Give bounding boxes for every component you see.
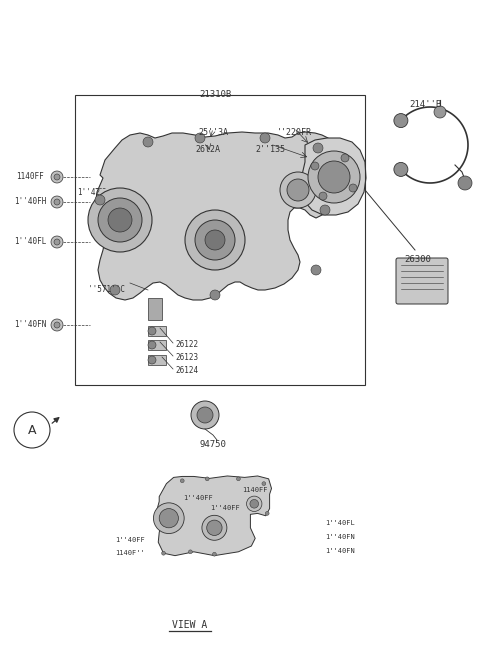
Circle shape (143, 137, 153, 147)
Circle shape (54, 174, 60, 180)
Text: 1''40FF: 1''40FF (183, 495, 213, 501)
Circle shape (108, 208, 132, 232)
Circle shape (250, 499, 259, 508)
Text: 1140FF: 1140FF (16, 172, 44, 181)
Circle shape (202, 515, 227, 540)
Circle shape (287, 179, 309, 201)
Circle shape (154, 503, 184, 533)
Circle shape (197, 407, 213, 423)
Circle shape (51, 236, 63, 248)
Circle shape (394, 114, 408, 127)
Text: 1''40FH: 1''40FH (14, 197, 46, 206)
Bar (148, 355, 166, 365)
Circle shape (110, 285, 120, 295)
Circle shape (247, 496, 262, 512)
Circle shape (205, 477, 209, 481)
Circle shape (311, 265, 321, 275)
Text: 1''40FL: 1''40FL (14, 237, 46, 246)
Circle shape (434, 106, 446, 118)
Circle shape (162, 551, 166, 555)
Circle shape (280, 172, 316, 208)
Circle shape (148, 341, 156, 349)
Circle shape (185, 210, 245, 270)
Circle shape (54, 199, 60, 205)
Text: 1''42: 1''42 (77, 188, 101, 197)
Text: 26122: 26122 (175, 340, 198, 349)
Bar (148, 340, 166, 350)
Circle shape (88, 188, 152, 252)
Text: 26123: 26123 (175, 353, 198, 362)
Circle shape (311, 162, 319, 170)
Text: 1''40FL: 1''40FL (325, 520, 355, 526)
Text: 1140FF: 1140FF (242, 487, 268, 493)
Polygon shape (157, 476, 272, 556)
Text: 21310B: 21310B (199, 90, 231, 99)
Text: 1''40FN: 1''40FN (14, 320, 46, 329)
Circle shape (207, 520, 222, 535)
Text: A: A (28, 424, 36, 436)
Circle shape (95, 195, 105, 205)
Circle shape (260, 133, 270, 143)
Text: ''571''C: ''571''C (88, 285, 125, 294)
Circle shape (195, 133, 205, 143)
Circle shape (51, 319, 63, 331)
Circle shape (180, 479, 184, 483)
Circle shape (265, 512, 269, 515)
FancyBboxPatch shape (396, 258, 448, 304)
Text: 1''40FN: 1''40FN (325, 534, 355, 540)
Text: 214''B: 214''B (409, 100, 441, 109)
Text: 1''40FN: 1''40FN (325, 548, 355, 554)
Circle shape (237, 477, 240, 481)
Circle shape (318, 161, 350, 193)
Circle shape (54, 239, 60, 245)
Bar (75, 95, 365, 385)
Polygon shape (96, 132, 334, 300)
Text: 26300: 26300 (405, 255, 432, 264)
Text: 26l2A: 26l2A (195, 145, 220, 154)
Circle shape (98, 198, 142, 242)
Text: 1140F'': 1140F'' (115, 550, 145, 556)
Circle shape (341, 154, 349, 162)
Text: 94750: 94750 (200, 440, 227, 449)
Text: 25''3A: 25''3A (198, 128, 228, 137)
Circle shape (191, 401, 219, 429)
Circle shape (54, 322, 60, 328)
Circle shape (189, 550, 192, 554)
Text: 1''40FF: 1''40FF (115, 537, 145, 543)
Circle shape (319, 192, 327, 200)
Circle shape (195, 220, 235, 260)
Circle shape (313, 143, 323, 153)
Text: ''220FR: ''220FR (276, 128, 312, 137)
Circle shape (51, 196, 63, 208)
Circle shape (51, 171, 63, 183)
Circle shape (213, 553, 216, 556)
Bar (148, 326, 166, 336)
Circle shape (394, 162, 408, 177)
Circle shape (210, 290, 220, 300)
Circle shape (159, 509, 179, 528)
Text: 1''40FF: 1''40FF (210, 505, 240, 511)
Bar (148, 298, 162, 320)
Circle shape (205, 230, 225, 250)
Text: 2''135: 2''135 (255, 145, 285, 154)
Text: VIEW A: VIEW A (172, 620, 208, 630)
Circle shape (349, 184, 357, 192)
Circle shape (320, 205, 330, 215)
Circle shape (148, 327, 156, 335)
Circle shape (308, 151, 360, 203)
Circle shape (458, 176, 472, 190)
Text: 26124: 26124 (175, 366, 198, 375)
Circle shape (262, 482, 266, 486)
Circle shape (148, 356, 156, 364)
Polygon shape (302, 138, 366, 215)
